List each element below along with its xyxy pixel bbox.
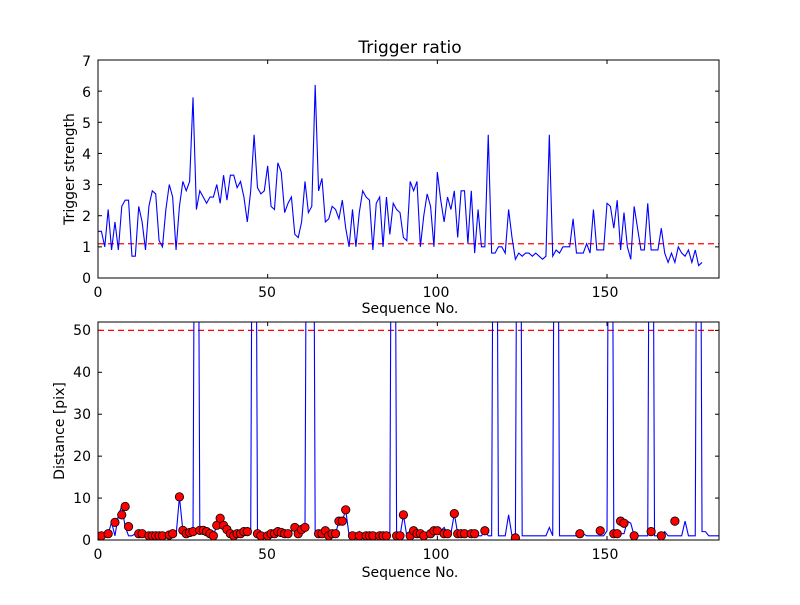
data-point-marker — [656, 531, 666, 540]
bottom-x-tick-label: 100 — [423, 547, 450, 563]
data-point-marker — [510, 533, 520, 540]
data-point-marker — [470, 529, 480, 539]
bottom-y-tick-labels: 0 10 20 30 40 50 — [73, 323, 91, 549]
series-line — [98, 84, 703, 267]
data-point-marker — [595, 526, 605, 536]
bottom-y-tick-label: 50 — [73, 323, 91, 339]
plot-content — [98, 84, 719, 267]
top-y-tick-label: 5 — [82, 116, 91, 132]
top-y-tick-label: 1 — [82, 240, 91, 256]
data-point-marker — [110, 517, 120, 527]
top-chart-xlabel: Sequence No. — [362, 301, 459, 317]
top-plot-frame — [97, 59, 720, 279]
top-y-tick-label: 6 — [82, 85, 91, 101]
bottom-x-tick-label: 150 — [592, 547, 619, 563]
bottom-y-tick-label: 40 — [73, 365, 91, 381]
data-point-marker — [670, 516, 680, 526]
distance-chart: Sequence No. Distance [pix] 0 50 100 150… — [52, 321, 720, 581]
trigger-ratio-chart: Trigger ratio Sequence No. Trigger stren… — [62, 38, 720, 317]
data-point-marker — [575, 529, 585, 539]
top-chart-ylabel: Trigger strength — [62, 113, 78, 226]
data-point-marker — [442, 529, 453, 539]
data-point-marker — [330, 529, 341, 539]
data-point-marker — [300, 522, 310, 533]
bottom-y-tick-label: 10 — [73, 491, 91, 507]
data-point-marker — [619, 518, 629, 528]
data-point-marker — [174, 492, 185, 502]
top-x-tick-labels: 0 50 100 150 — [94, 285, 619, 301]
bottom-x-tick-label: 0 — [94, 547, 103, 563]
data-point-marker — [612, 529, 622, 539]
data-point-marker — [395, 531, 405, 540]
top-y-tick-label: 3 — [82, 178, 91, 194]
top-x-tick-label: 150 — [592, 285, 619, 301]
top-y-tick-label: 2 — [82, 209, 91, 225]
bottom-y-tick-label: 30 — [73, 407, 91, 423]
top-x-tick-label: 0 — [94, 285, 103, 301]
bottom-y-tick-label: 20 — [73, 449, 91, 465]
top-y-tick-label: 4 — [82, 147, 91, 163]
bottom-x-tick-labels: 0 50 100 150 — [94, 547, 619, 563]
data-point-marker — [120, 501, 130, 512]
top-chart-title: Trigger ratio — [357, 38, 461, 58]
bottom-x-tick-label: 50 — [258, 547, 276, 563]
data-point-marker — [117, 510, 127, 520]
data-point-marker — [208, 531, 218, 540]
data-point-marker — [242, 527, 252, 537]
data-point-marker — [123, 521, 134, 532]
data-point-marker — [629, 531, 639, 540]
data-point-marker — [103, 529, 113, 539]
top-y-tick-labels: 0 1 2 3 4 5 6 7 — [82, 54, 91, 287]
data-point-marker — [480, 526, 490, 536]
bottom-y-tick-label: 0 — [82, 533, 91, 549]
plot-content — [98, 322, 719, 540]
data-point-marker — [398, 510, 409, 520]
data-point-marker — [381, 531, 392, 540]
data-point-marker — [341, 505, 351, 515]
top-x-tick-label: 100 — [423, 285, 450, 301]
top-y-tick-label: 7 — [82, 54, 91, 70]
data-point-marker — [449, 508, 459, 519]
top-y-tick-label: 0 — [82, 271, 91, 287]
data-point-marker — [646, 527, 656, 537]
bottom-chart-xlabel: Sequence No. — [362, 565, 459, 581]
data-point-marker — [337, 516, 347, 526]
bottom-plot-frame — [97, 321, 720, 541]
bottom-plot-area — [97, 322, 719, 541]
top-x-tick-label: 50 — [258, 285, 276, 301]
data-point-marker — [168, 529, 178, 539]
bottom-chart-ylabel: Distance [pix] — [52, 382, 68, 480]
data-point-marker — [283, 529, 293, 539]
